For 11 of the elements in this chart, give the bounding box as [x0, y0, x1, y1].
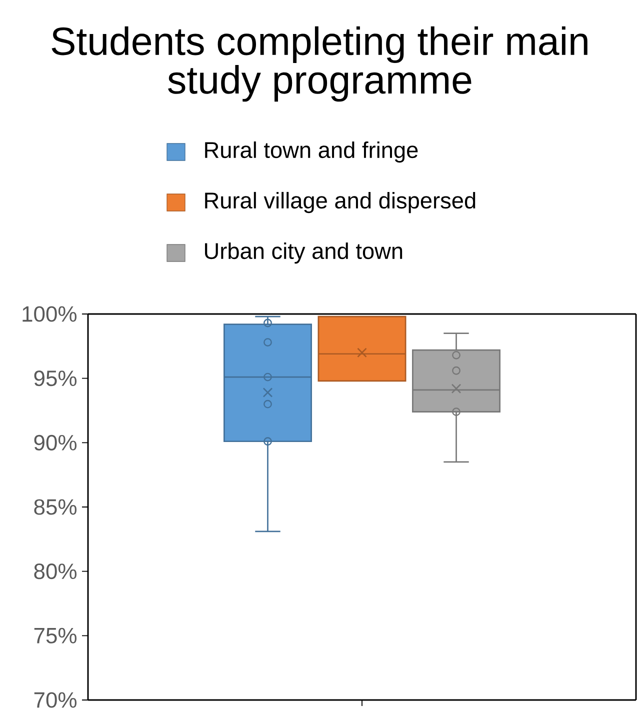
chart-title: Students completing their main study programme	[52, 26, 588, 102]
y-tick-label: 85%	[34, 499, 76, 515]
legend-label: Rural village and dispersed	[205, 192, 476, 214]
y-tick-label: 75%	[34, 628, 76, 644]
y-tick-label: 95%	[34, 370, 76, 386]
y-tick-label: 70%	[34, 692, 76, 708]
y-tick-label: 80%	[34, 564, 76, 580]
y-tick-label: 90%	[34, 434, 76, 450]
legend-label: Rural town and fringe	[205, 141, 418, 163]
legend-label: Urban city and town	[205, 242, 402, 264]
y-tick-label: 100%	[22, 306, 76, 322]
